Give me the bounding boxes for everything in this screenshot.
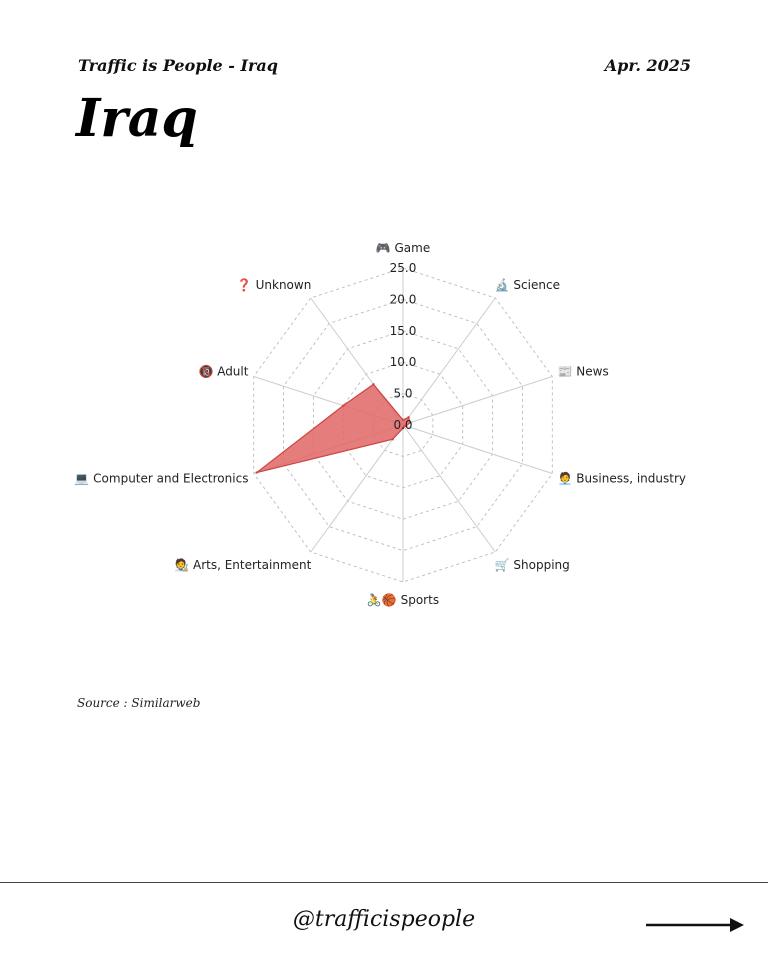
spoke-6 xyxy=(310,424,404,553)
data-point-2 xyxy=(408,421,412,424)
spoke-2 xyxy=(402,376,553,426)
data-point-5 xyxy=(401,426,405,430)
tick-label-2: 10.0 xyxy=(390,355,417,369)
category-label-3: 🧑‍💼 Business, industry xyxy=(558,470,686,485)
radar-chart: 0.0 5.0 10.0 15.0 20.0 25.0 🎮 Game 🔬 Science 📰 N… xyxy=(74,241,686,608)
series-area xyxy=(256,383,411,474)
category-label-0: 🎮 Game xyxy=(376,241,430,255)
tick-label-1: 5.0 xyxy=(393,387,412,401)
tick-label-3: 15.0 xyxy=(390,324,417,338)
category-label-7: 💻 Computer and Electronics xyxy=(74,471,248,485)
date-label: Apr. 2025 xyxy=(604,56,691,75)
footer-divider xyxy=(0,882,768,883)
spoke-4 xyxy=(402,424,496,553)
source-note: Source : Similarweb xyxy=(77,696,201,710)
category-label-6: 🧑‍🎨 Arts, Entertainment xyxy=(174,557,311,572)
data-point-6 xyxy=(391,438,394,441)
chart-subtitle: Traffic is People - Iraq xyxy=(78,56,278,75)
data-point-7 xyxy=(255,471,258,474)
social-handle: @trafficispeople xyxy=(292,907,476,932)
tick-label-5: 25.0 xyxy=(390,261,417,275)
data-point-8 xyxy=(342,404,345,407)
data-point-1 xyxy=(407,416,410,419)
grid-ring-3 xyxy=(312,330,494,520)
category-label-1: 🔬 Science xyxy=(495,277,560,292)
category-label-2: 📰 News xyxy=(558,365,609,379)
tick-label-4: 20.0 xyxy=(390,292,417,306)
data-point-9 xyxy=(372,383,375,386)
category-label-5: 🚴🏀 Sports xyxy=(367,592,439,608)
right-arrow-icon[interactable] xyxy=(644,914,746,936)
page-title: Iraq xyxy=(76,88,198,149)
category-label-9: ❓ Unknown xyxy=(237,278,311,292)
data-point-0 xyxy=(401,418,405,422)
spoke-3 xyxy=(402,424,553,474)
tick-label-0: 0.0 xyxy=(393,418,412,432)
category-label-8: 🔞 Adult xyxy=(198,365,248,379)
spoke-1 xyxy=(402,297,496,426)
data-point-3 xyxy=(404,424,408,428)
category-label-4: 🛒 Shopping xyxy=(495,558,570,572)
